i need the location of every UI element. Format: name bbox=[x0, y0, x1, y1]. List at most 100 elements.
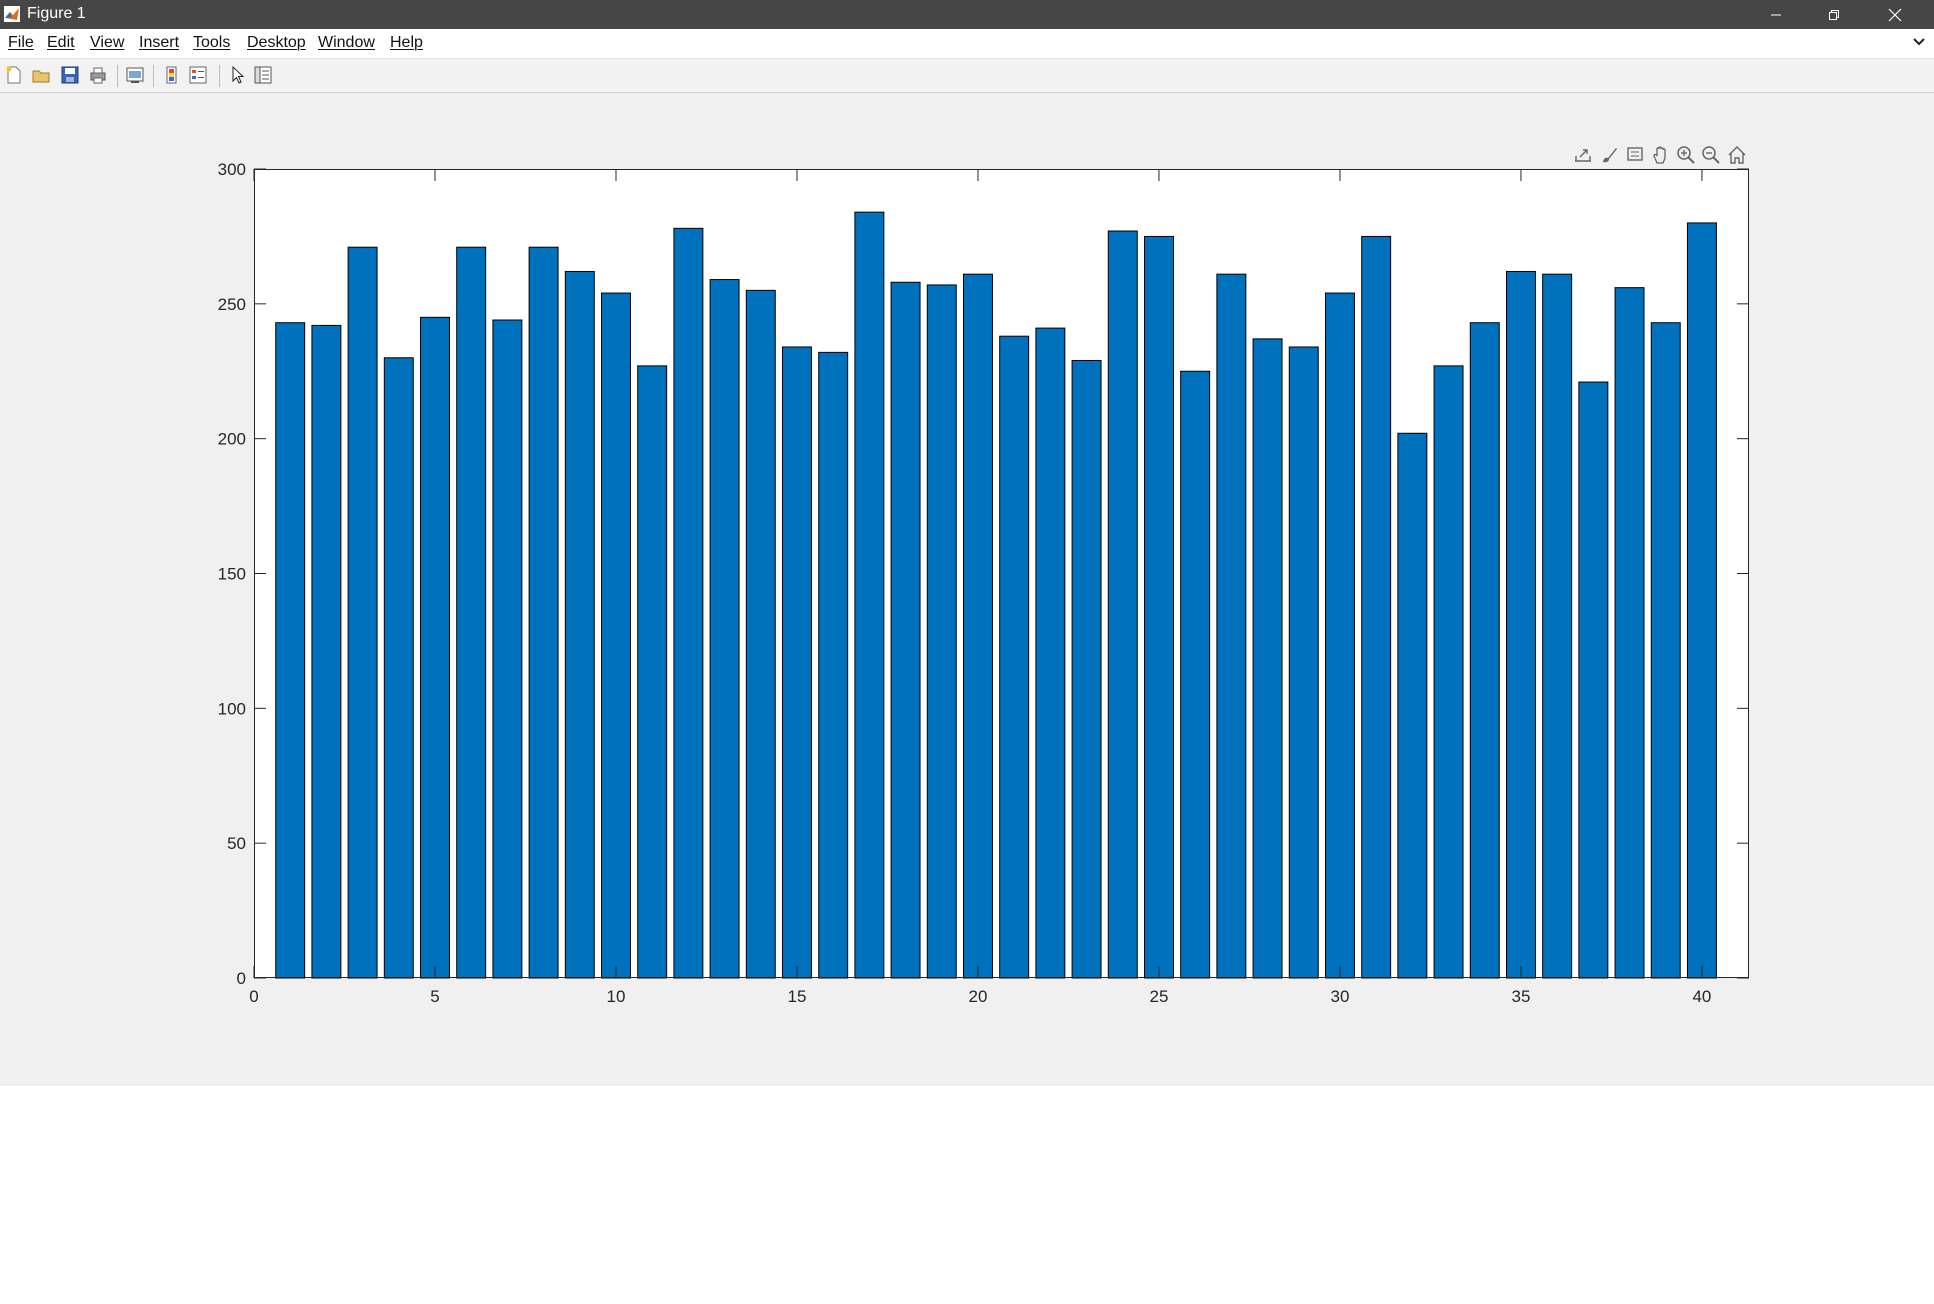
y-tick-label: 250 bbox=[218, 295, 246, 314]
data-tips-icon[interactable] bbox=[1624, 144, 1646, 166]
new-figure-icon[interactable] bbox=[4, 65, 24, 85]
export-icon[interactable] bbox=[1572, 144, 1594, 166]
bar bbox=[1686, 222, 1717, 979]
x-tick-label: 0 bbox=[249, 987, 258, 1006]
bar bbox=[1505, 270, 1536, 979]
bar bbox=[311, 324, 342, 979]
bar bbox=[1397, 432, 1428, 979]
close-icon bbox=[1888, 8, 1902, 21]
bar bbox=[492, 319, 523, 979]
y-tick-label: 300 bbox=[218, 160, 246, 179]
y-tick-label: 200 bbox=[218, 430, 246, 449]
x-tick-label: 5 bbox=[430, 987, 439, 1006]
bar bbox=[1107, 230, 1138, 979]
zoom-in-icon[interactable] bbox=[1675, 144, 1697, 166]
x-tick-label: 30 bbox=[1330, 987, 1349, 1006]
bar bbox=[564, 270, 595, 979]
brush-icon[interactable] bbox=[1598, 144, 1620, 166]
restore-icon bbox=[1829, 9, 1839, 20]
toolbar-separator bbox=[153, 65, 154, 87]
bar bbox=[1035, 327, 1066, 979]
bar bbox=[818, 351, 849, 979]
bar bbox=[1469, 322, 1500, 979]
bar bbox=[456, 246, 487, 979]
menu-tools[interactable]: Tools bbox=[193, 34, 231, 51]
x-tick-label: 35 bbox=[1511, 987, 1530, 1006]
property-inspector-icon[interactable] bbox=[253, 65, 273, 85]
bar bbox=[926, 284, 957, 979]
x-tick-label: 10 bbox=[607, 987, 626, 1006]
colorbar-icon[interactable] bbox=[162, 65, 182, 85]
x-tick-label: 20 bbox=[969, 987, 988, 1006]
print-figure-icon[interactable] bbox=[88, 65, 108, 85]
y-tick-label: 50 bbox=[227, 834, 246, 853]
bar bbox=[601, 292, 631, 979]
matlab-logo-icon bbox=[4, 6, 20, 22]
bar bbox=[999, 335, 1030, 979]
menu-edit[interactable]: Edit bbox=[47, 34, 75, 51]
menu-desktop[interactable]: Desktop bbox=[247, 34, 306, 51]
menu-file[interactable]: File bbox=[8, 34, 34, 51]
bar bbox=[782, 346, 812, 979]
toolbar-separator bbox=[219, 65, 220, 87]
bar bbox=[1614, 287, 1645, 979]
bar bbox=[1433, 365, 1464, 979]
axes-box bbox=[254, 169, 1749, 978]
tick-labels: 0 5 10 15 20 25 30 35 40 0 50 100 150 200 250 300 bbox=[218, 160, 1712, 1006]
y-tick-label: 0 bbox=[237, 969, 246, 988]
edit-plot-icon[interactable] bbox=[228, 65, 248, 85]
menu-view[interactable]: View bbox=[90, 34, 125, 51]
bar bbox=[1252, 338, 1283, 979]
bar bbox=[745, 289, 776, 979]
window-title-bar[interactable]: Figure 1 bbox=[0, 0, 1934, 29]
axis-ticks bbox=[253, 168, 1749, 979]
bar bbox=[1143, 235, 1174, 979]
save-figure-icon[interactable] bbox=[60, 65, 80, 85]
minimize-icon bbox=[1771, 14, 1781, 15]
bar bbox=[347, 246, 378, 979]
restore-button[interactable] bbox=[1805, 0, 1863, 29]
bar bbox=[420, 316, 450, 979]
bar bbox=[1180, 370, 1211, 979]
y-tick-label: 100 bbox=[218, 699, 246, 718]
bar bbox=[1361, 235, 1392, 979]
empty-area bbox=[0, 1086, 1934, 1304]
bar bbox=[673, 227, 704, 979]
pan-icon[interactable] bbox=[1650, 144, 1672, 166]
bar bbox=[890, 281, 921, 979]
link-plot-icon[interactable] bbox=[125, 65, 145, 85]
legend-icon[interactable] bbox=[188, 65, 208, 85]
bar bbox=[528, 246, 559, 979]
dock-arrow-icon[interactable] bbox=[1913, 37, 1925, 47]
bar bbox=[383, 357, 414, 979]
toolbar-separator bbox=[117, 65, 118, 87]
zoom-out-icon[interactable] bbox=[1700, 144, 1722, 166]
figure-toolbar bbox=[0, 59, 1934, 93]
x-tick-label: 15 bbox=[788, 987, 807, 1006]
window-title: Figure 1 bbox=[27, 5, 86, 22]
bar bbox=[637, 365, 668, 979]
menu-bar: File Edit View Insert Tools Desktop Wind… bbox=[0, 29, 1934, 59]
bar bbox=[1650, 322, 1681, 979]
x-tick-label: 25 bbox=[1150, 987, 1169, 1006]
bar bbox=[709, 279, 740, 979]
bar bbox=[1071, 359, 1102, 979]
menu-help[interactable]: Help bbox=[390, 34, 423, 51]
menu-window[interactable]: Window bbox=[318, 34, 375, 51]
x-tick-label: 40 bbox=[1692, 987, 1711, 1006]
bar bbox=[1216, 273, 1247, 979]
close-button[interactable] bbox=[1866, 0, 1924, 29]
open-file-icon[interactable] bbox=[31, 65, 51, 85]
menu-insert[interactable]: Insert bbox=[139, 34, 180, 51]
home-icon[interactable] bbox=[1726, 144, 1748, 166]
bar bbox=[854, 211, 885, 979]
bar bbox=[1324, 292, 1355, 979]
bar bbox=[1578, 381, 1609, 979]
bar bbox=[1288, 346, 1319, 979]
bar bbox=[275, 322, 306, 979]
bar bbox=[1542, 273, 1573, 979]
bar bbox=[962, 273, 993, 979]
y-tick-label: 150 bbox=[218, 565, 246, 584]
minimize-button[interactable] bbox=[1747, 0, 1805, 29]
